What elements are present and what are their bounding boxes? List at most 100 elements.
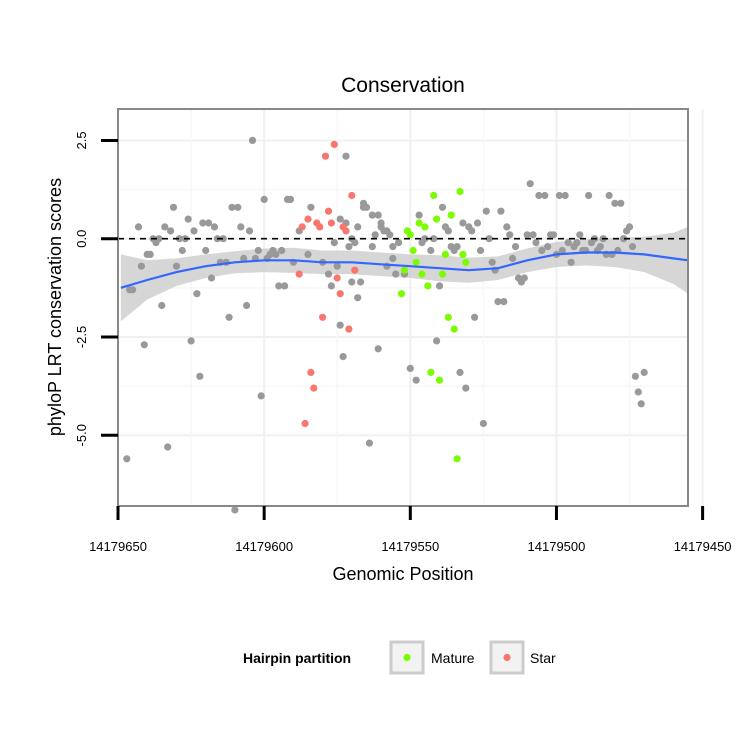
point-other (415, 211, 423, 219)
point-other (611, 199, 619, 207)
point-mature (444, 313, 452, 321)
y-axis: 2.5 0.0 -2.5 -5.0 (74, 131, 118, 446)
point-other (497, 207, 505, 215)
point-mature (462, 258, 470, 266)
point-other (620, 235, 628, 243)
point-mature (397, 290, 406, 298)
legend-label-mature: Mature (431, 650, 475, 666)
y-tick-label: 0.0 (74, 230, 89, 248)
point-other (389, 254, 397, 262)
point-other (479, 419, 487, 428)
point-other (187, 337, 195, 345)
point-other (219, 235, 227, 243)
grid-lines (117, 109, 704, 506)
x-axis-title: Genomic Position (332, 564, 473, 584)
point-other (245, 227, 254, 235)
point-other (640, 368, 648, 376)
point-other (476, 246, 485, 255)
plot-border (117, 108, 689, 507)
plot-panel (118, 109, 688, 506)
point-mature (441, 250, 449, 258)
smooth-trend-line (120, 251, 689, 289)
point-other (330, 239, 338, 247)
legend-item-mature: Mature (389, 640, 475, 675)
point-other (471, 313, 479, 321)
point-other (357, 278, 365, 286)
point-other (248, 136, 257, 144)
point-other (427, 246, 435, 255)
point-other (567, 258, 575, 266)
point-star (298, 223, 306, 231)
point-other (257, 392, 265, 400)
x-tick-label: 14179600 (235, 539, 293, 554)
point-other (234, 203, 242, 211)
point-other (272, 250, 280, 258)
point-other (342, 152, 350, 160)
legend-dot-star (503, 653, 511, 662)
x-tick-label: 14179650 (89, 539, 147, 554)
point-other (140, 341, 148, 349)
point-other (368, 211, 376, 219)
point-star (333, 274, 341, 282)
point-star (345, 325, 353, 333)
point-other (202, 246, 210, 255)
point-other (172, 262, 181, 270)
point-other (634, 388, 642, 396)
point-other (625, 223, 634, 231)
point-other (438, 203, 447, 211)
point-other (406, 364, 414, 372)
point-other (190, 227, 198, 235)
point-other (561, 191, 569, 200)
point-other (511, 243, 520, 251)
point-other (260, 195, 268, 203)
point-other (444, 227, 452, 235)
point-other (421, 235, 429, 243)
point-other (494, 298, 502, 306)
point-mature (447, 211, 455, 219)
point-other (175, 235, 183, 243)
point-star (310, 384, 318, 392)
y-tick-label: -5.0 (74, 424, 89, 446)
x-tick-label: 14179550 (381, 539, 439, 554)
point-star (330, 140, 338, 148)
point-other (482, 207, 490, 215)
point-other (348, 278, 356, 286)
point-other (307, 203, 315, 211)
point-other (430, 235, 438, 243)
point-other (167, 227, 175, 235)
point-other (178, 246, 186, 255)
point-other (324, 270, 333, 278)
point-other (473, 219, 482, 227)
point-other (158, 301, 166, 310)
point-mature (438, 270, 447, 278)
point-other (526, 180, 534, 188)
point-other (123, 455, 131, 463)
point-other (564, 239, 572, 247)
point-other (275, 282, 283, 290)
point-other (374, 211, 382, 219)
point-other (327, 282, 335, 290)
smooth-line (120, 251, 689, 289)
point-mature (421, 223, 429, 231)
point-other (631, 372, 640, 380)
point-other (535, 191, 543, 200)
point-other (412, 376, 420, 384)
point-mature (427, 368, 435, 376)
x-axis: 14179650 14179600 14179550 14179500 14179450 (89, 506, 732, 554)
legend-dot-mature (403, 653, 411, 662)
points-layer (123, 136, 648, 514)
point-mature (450, 325, 458, 333)
point-other (500, 298, 508, 306)
point-other (359, 199, 368, 207)
point-other (339, 353, 347, 361)
point-other (345, 243, 353, 251)
point-other (368, 243, 376, 251)
point-other (585, 191, 593, 200)
point-star (351, 266, 359, 274)
legend-label-star: Star (530, 650, 556, 666)
point-other (354, 223, 362, 231)
y-tick-label: -2.5 (74, 326, 89, 348)
point-star (321, 152, 330, 160)
point-other (304, 250, 312, 258)
